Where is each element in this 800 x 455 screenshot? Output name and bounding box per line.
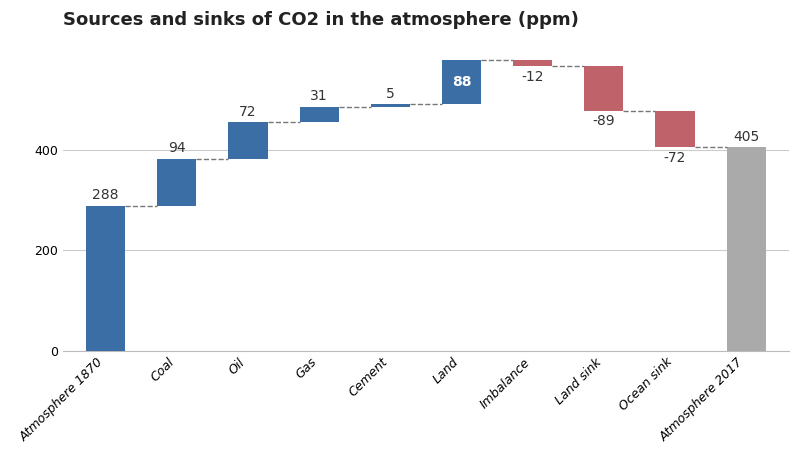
Text: 72: 72 xyxy=(239,105,257,119)
Text: 94: 94 xyxy=(168,141,186,155)
Text: 31: 31 xyxy=(310,89,328,103)
Bar xyxy=(655,111,694,147)
Bar xyxy=(371,104,410,107)
Text: -72: -72 xyxy=(664,151,686,165)
Bar xyxy=(442,60,481,104)
Bar xyxy=(158,159,197,206)
Text: 288: 288 xyxy=(93,188,119,202)
Text: -12: -12 xyxy=(522,70,544,84)
Bar xyxy=(300,107,338,122)
Bar xyxy=(229,122,268,159)
Text: 88: 88 xyxy=(452,75,471,89)
Text: Sources and sinks of CO2 in the atmosphere (ppm): Sources and sinks of CO2 in the atmosphe… xyxy=(63,11,579,29)
Bar xyxy=(726,147,766,351)
Text: -89: -89 xyxy=(593,114,615,128)
Bar xyxy=(584,66,623,111)
Text: 405: 405 xyxy=(733,130,759,143)
Bar xyxy=(86,206,126,351)
Text: 5: 5 xyxy=(386,87,394,101)
Bar xyxy=(513,60,552,66)
